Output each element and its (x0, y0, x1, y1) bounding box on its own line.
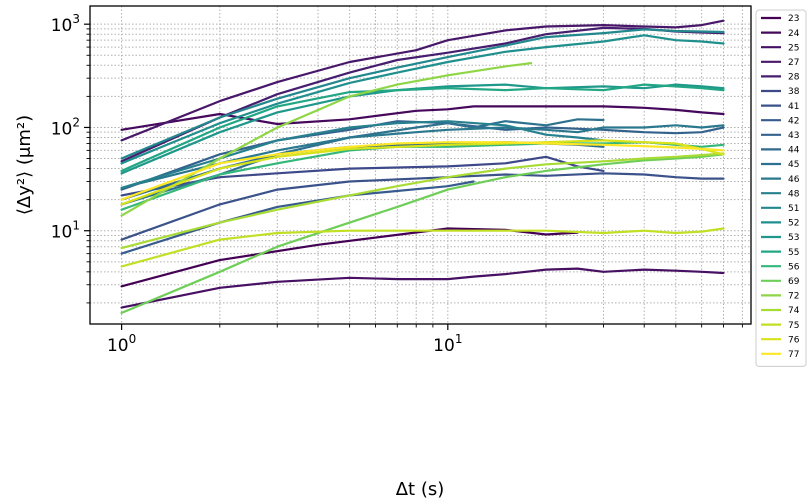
legend-label: 75 (788, 321, 799, 331)
series-line-75 (120, 227, 725, 268)
legend-label: 74 (788, 306, 800, 316)
series-line-77 (120, 141, 725, 201)
legend-box (755, 9, 807, 367)
series-line-24 (120, 105, 725, 131)
legend-label: 45 (788, 160, 799, 170)
legend-label: 72 (788, 292, 799, 302)
y-tick-label: 103 (51, 12, 80, 36)
legend-label: 69 (788, 277, 800, 287)
series-layer (120, 19, 725, 314)
series-line-25 (120, 267, 725, 309)
x-tick-label: 101 (433, 332, 462, 356)
tick-labels: 100 101 101 102 103 (51, 12, 463, 356)
legend-label: 43 (788, 131, 799, 141)
legend-label: 44 (788, 146, 800, 156)
y-tick-label: 102 (51, 115, 80, 139)
legend-label: 76 (788, 335, 800, 345)
series-line-52 (120, 34, 725, 165)
legend-label: 56 (788, 262, 800, 272)
x-tick-label: 100 (107, 332, 136, 356)
legend-label: 27 (788, 58, 799, 68)
legend-label: 48 (788, 189, 800, 199)
legend-label: 55 (788, 248, 799, 258)
series-line-27 (120, 19, 725, 142)
legend: 23 24 25 27 28 38 41 42 43 44 45 46 48 51 52 53 55 56 69 72… (755, 9, 807, 367)
x-axis-label: Δt (s) (396, 479, 445, 500)
legend-label: 53 (788, 233, 799, 243)
series-line-72 (120, 61, 533, 217)
series-line-53 (120, 83, 725, 175)
legend-label: 24 (788, 29, 800, 39)
legend-label: 46 (788, 175, 800, 185)
legend-label: 41 (788, 102, 799, 112)
legend-label: 42 (788, 116, 799, 126)
plot-frame (89, 5, 752, 325)
series-line-51 (120, 28, 725, 160)
axis-ticks (84, 23, 743, 330)
series-line-56 (120, 141, 725, 211)
y-axis-label: ⟨Δy²⟩ (μm²) (14, 115, 35, 215)
legend-label: 38 (788, 87, 800, 97)
legend-label: 23 (788, 14, 799, 24)
legend-label: 28 (788, 73, 800, 83)
series-line-23 (120, 227, 579, 288)
legend-label: 52 (788, 219, 799, 229)
legend-label: 77 (788, 350, 799, 360)
series-line-48 (120, 120, 605, 189)
legend-label: 51 (788, 204, 799, 214)
series-line-69 (120, 153, 725, 314)
series-line-74 (120, 152, 725, 250)
y-tick-label: 101 (51, 219, 80, 243)
series-line-55 (120, 83, 725, 172)
legend-label: 25 (788, 43, 799, 53)
series-line-46 (120, 124, 725, 189)
